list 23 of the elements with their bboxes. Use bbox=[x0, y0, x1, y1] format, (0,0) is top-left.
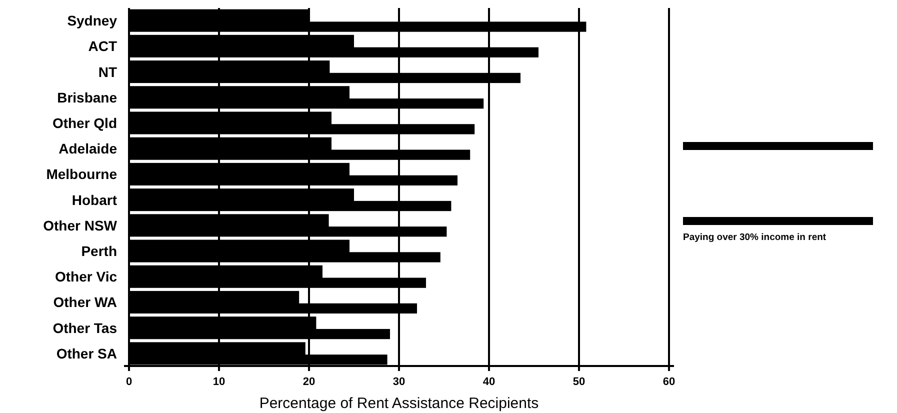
x-axis-title: Percentage of Rent Assistance Recipients bbox=[259, 395, 539, 412]
y-tick-label: NT bbox=[98, 64, 118, 80]
y-tick-label: Other WA bbox=[53, 294, 117, 310]
x-tick-label: 20 bbox=[302, 376, 316, 388]
x-tick-label: 0 bbox=[126, 376, 132, 388]
x-tick-label: 50 bbox=[572, 376, 586, 388]
y-tick-label: Adelaide bbox=[58, 140, 118, 157]
y-tick-label: Other Qld bbox=[52, 114, 117, 131]
x-tick-label: 30 bbox=[392, 376, 406, 388]
y-tick-label: Melbourne bbox=[46, 166, 118, 182]
y-tick-label: Other SA bbox=[56, 345, 117, 362]
y-tick-label: ACT bbox=[88, 38, 118, 54]
y-tick-label: Brisbane bbox=[57, 89, 118, 106]
y-tick-label: Hobart bbox=[72, 192, 118, 208]
y-tick-label: Perth bbox=[81, 243, 117, 260]
y-tick-label: Sydney bbox=[67, 12, 118, 29]
x-tick-label: 10 bbox=[212, 376, 226, 388]
x-tick-label: 40 bbox=[482, 376, 496, 388]
y-tick-label: Other Vic bbox=[55, 268, 118, 285]
y-tick-label: Other NSW bbox=[43, 217, 118, 234]
x-tick-label: 60 bbox=[662, 376, 676, 388]
y-tick-label: Other Tas bbox=[52, 320, 118, 336]
text: Paying over 30% income in rent bbox=[683, 232, 827, 243]
